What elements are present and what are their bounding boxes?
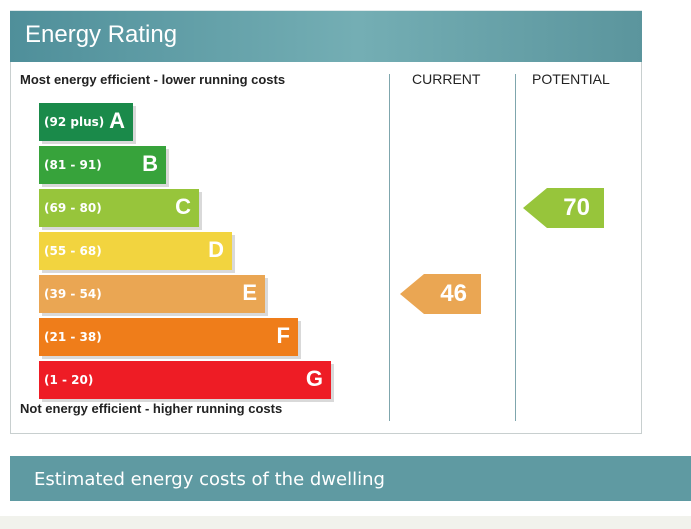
rating-band-range: (1 - 20) (44, 373, 94, 387)
current-rating-arrow: 46 (400, 274, 481, 314)
rating-band-letter: F (276, 323, 290, 348)
least-efficient-label: Not energy efficient - higher running co… (20, 401, 283, 416)
energy-rating-chart: Most energy efficient - lower running co… (10, 62, 642, 434)
rating-band-d: (55 - 68) D (39, 232, 232, 270)
rating-band-c: (69 - 80) C (39, 189, 199, 227)
current-rating-value: 46 (440, 280, 467, 307)
rating-band-b: (81 - 91) B (39, 146, 166, 184)
column-divider-right (515, 74, 516, 421)
rating-band-e: (39 - 54) E (39, 275, 265, 313)
rating-band-range: (92 plus) (44, 115, 105, 129)
column-divider-left (389, 74, 390, 421)
rating-band-letter: D (208, 237, 224, 262)
most-efficient-label: Most energy efficient - lower running co… (20, 72, 286, 87)
rating-band-letter: C (175, 194, 191, 219)
rating-band-range: (39 - 54) (44, 287, 102, 301)
rating-band-a: (92 plus) A (39, 103, 133, 141)
rating-band-letter: E (242, 280, 257, 305)
rating-band-f: (21 - 38) F (39, 318, 298, 356)
rating-band-range: (81 - 91) (44, 158, 102, 172)
rating-band-letter: A (109, 108, 125, 133)
rating-band-range: (55 - 68) (44, 244, 102, 258)
current-column-header: CURRENT (412, 71, 481, 87)
rating-band-g: (1 - 20) G (39, 361, 331, 399)
rating-band-letter: B (142, 151, 158, 176)
rating-band-range: (21 - 38) (44, 330, 102, 344)
energy-costs-title: Estimated energy costs of the dwelling (34, 469, 385, 490)
rating-band-range: (69 - 80) (44, 201, 102, 215)
energy-rating-header: Energy Rating (10, 10, 642, 63)
potential-column-header: POTENTIAL (532, 71, 610, 87)
potential-rating-value: 70 (563, 194, 590, 221)
energy-rating-title: Energy Rating (25, 21, 178, 48)
rating-band-letter: G (305, 366, 323, 391)
energy-costs-section-header[interactable]: Estimated energy costs of the dwelling (10, 456, 691, 501)
potential-rating-arrow: 70 (523, 188, 604, 228)
page-bottom-strip (0, 516, 691, 529)
